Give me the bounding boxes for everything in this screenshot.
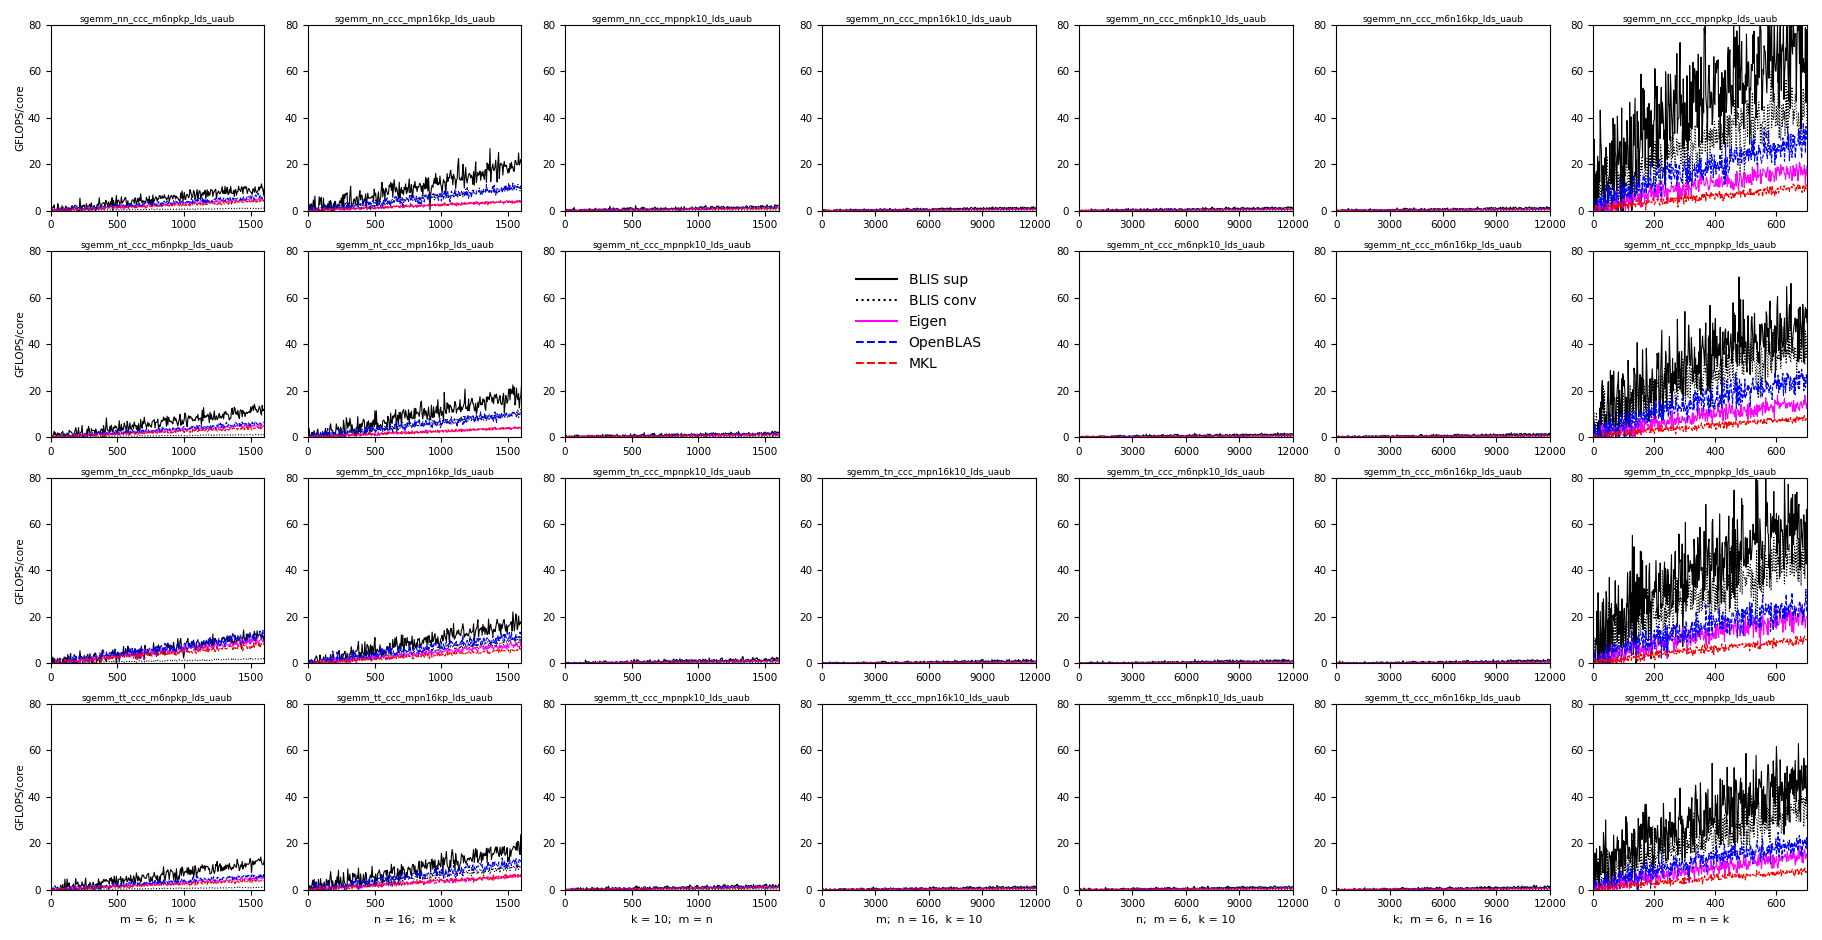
Title: sgemm_nn_ccc_m6npkp_lds_uaub: sgemm_nn_ccc_m6npkp_lds_uaub <box>80 15 235 24</box>
Title: sgemm_tt_ccc_m6n16kp_lds_uaub: sgemm_tt_ccc_m6n16kp_lds_uaub <box>1365 694 1521 703</box>
Title: sgemm_nn_ccc_m6npk10_lds_uaub: sgemm_nn_ccc_m6npk10_lds_uaub <box>1106 15 1266 24</box>
Title: sgemm_nt_ccc_m6npk10_lds_uaub: sgemm_nt_ccc_m6npk10_lds_uaub <box>1106 242 1264 250</box>
Title: sgemm_tt_ccc_m6npkp_lds_uaub: sgemm_tt_ccc_m6npkp_lds_uaub <box>82 694 233 703</box>
X-axis label: n;  m = 6,  k = 10: n; m = 6, k = 10 <box>1137 915 1235 925</box>
X-axis label: m;  n = 16,  k = 10: m; n = 16, k = 10 <box>876 915 982 925</box>
Legend: BLIS sup, BLIS conv, Eigen, OpenBLAS, MKL: BLIS sup, BLIS conv, Eigen, OpenBLAS, MK… <box>851 267 988 376</box>
Title: sgemm_tt_ccc_mpnpk10_lds_uaub: sgemm_tt_ccc_mpnpk10_lds_uaub <box>594 694 751 703</box>
Title: sgemm_tt_ccc_mpnpkp_lds_uaub: sgemm_tt_ccc_mpnpkp_lds_uaub <box>1625 694 1776 703</box>
X-axis label: k = 10;  m = n: k = 10; m = n <box>630 915 712 925</box>
Y-axis label: GFLOPS/core: GFLOPS/core <box>15 85 26 151</box>
X-axis label: n = 16;  m = k: n = 16; m = k <box>374 915 456 925</box>
Y-axis label: GFLOPS/core: GFLOPS/core <box>15 537 26 603</box>
Title: sgemm_nn_ccc_mpnpkp_lds_uaub: sgemm_nn_ccc_mpnpkp_lds_uaub <box>1623 15 1778 24</box>
Title: sgemm_nn_ccc_m6n16kp_lds_uaub: sgemm_nn_ccc_m6n16kp_lds_uaub <box>1363 15 1523 24</box>
Title: sgemm_tn_ccc_m6n16kp_lds_uaub: sgemm_tn_ccc_m6n16kp_lds_uaub <box>1363 468 1523 477</box>
Title: sgemm_nt_ccc_m6n16kp_lds_uaub: sgemm_nt_ccc_m6n16kp_lds_uaub <box>1363 242 1523 250</box>
Title: sgemm_nn_ccc_mpn16k10_lds_uaub: sgemm_nn_ccc_mpn16k10_lds_uaub <box>845 15 1013 24</box>
Title: sgemm_tn_ccc_m6npk10_lds_uaub: sgemm_tn_ccc_m6npk10_lds_uaub <box>1106 468 1264 477</box>
X-axis label: m = 6;  n = k: m = 6; n = k <box>120 915 195 925</box>
Title: sgemm_tn_ccc_mpnpkp_lds_uaub: sgemm_tn_ccc_mpnpkp_lds_uaub <box>1623 468 1776 477</box>
Title: sgemm_tn_ccc_m6npkp_lds_uaub: sgemm_tn_ccc_m6npkp_lds_uaub <box>80 468 233 477</box>
Title: sgemm_tn_ccc_mpnpk10_lds_uaub: sgemm_tn_ccc_mpnpk10_lds_uaub <box>592 468 751 477</box>
Title: sgemm_tt_ccc_mpn16k10_lds_uaub: sgemm_tt_ccc_mpn16k10_lds_uaub <box>847 694 1009 703</box>
Y-axis label: GFLOPS/core: GFLOPS/core <box>15 763 26 830</box>
Title: sgemm_nt_ccc_mpnpk10_lds_uaub: sgemm_nt_ccc_mpnpk10_lds_uaub <box>592 242 751 250</box>
Title: sgemm_tt_ccc_m6npk10_lds_uaub: sgemm_tt_ccc_m6npk10_lds_uaub <box>1108 694 1264 703</box>
X-axis label: k;  m = 6,  n = 16: k; m = 6, n = 16 <box>1394 915 1492 925</box>
Title: sgemm_tt_ccc_mpn16kp_lds_uaub: sgemm_tt_ccc_mpn16kp_lds_uaub <box>337 694 494 703</box>
Title: sgemm_nn_ccc_mpnpk10_lds_uaub: sgemm_nn_ccc_mpnpk10_lds_uaub <box>590 15 752 24</box>
Title: sgemm_tn_ccc_mpn16kp_lds_uaub: sgemm_tn_ccc_mpn16kp_lds_uaub <box>335 468 494 477</box>
Title: sgemm_tn_ccc_mpn16k10_lds_uaub: sgemm_tn_ccc_mpn16k10_lds_uaub <box>847 468 1011 477</box>
Y-axis label: GFLOPS/core: GFLOPS/core <box>15 311 26 377</box>
Title: sgemm_nn_ccc_mpn16kp_lds_uaub: sgemm_nn_ccc_mpn16kp_lds_uaub <box>333 15 496 24</box>
Title: sgemm_nt_ccc_m6npkp_lds_uaub: sgemm_nt_ccc_m6npkp_lds_uaub <box>80 242 233 250</box>
Title: sgemm_nt_ccc_mpn16kp_lds_uaub: sgemm_nt_ccc_mpn16kp_lds_uaub <box>335 242 494 250</box>
X-axis label: m = n = k: m = n = k <box>1671 915 1729 925</box>
Title: sgemm_nt_ccc_mpnpkp_lds_uaub: sgemm_nt_ccc_mpnpkp_lds_uaub <box>1623 242 1776 250</box>
